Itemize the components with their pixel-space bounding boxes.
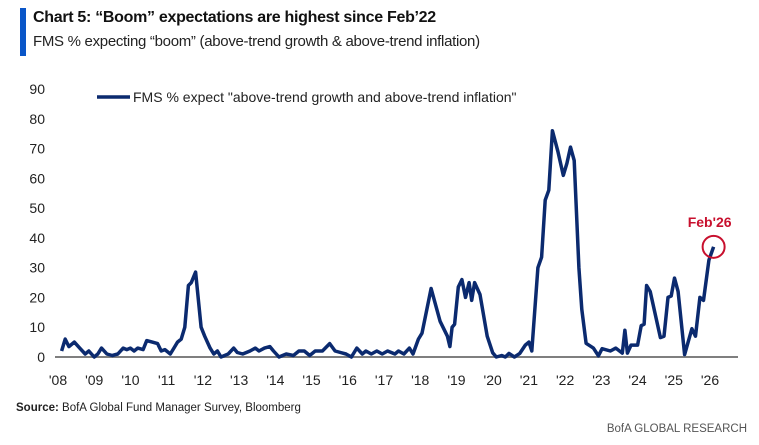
- brand-label: BofA GLOBAL RESEARCH: [606, 423, 747, 435]
- x-tick-label: '21: [520, 372, 538, 388]
- y-tick-label: 90: [29, 81, 45, 97]
- y-tick-label: 50: [29, 200, 45, 216]
- x-tick-label: '23: [592, 372, 610, 388]
- y-tick-label: 10: [29, 319, 45, 335]
- source-note: Source: BofA Global Fund Manager Survey,…: [16, 402, 301, 414]
- x-tick-label: '24: [628, 372, 646, 388]
- y-tick-label: 40: [29, 230, 45, 246]
- legend-label: FMS % expect "above-trend growth and abo…: [133, 89, 517, 105]
- x-tick-label: '17: [375, 372, 393, 388]
- x-tick-label: '11: [158, 372, 175, 388]
- chart-subtitle: FMS % expecting “boom” (above-trend grow…: [33, 33, 480, 50]
- x-tick-label: '18: [411, 372, 429, 388]
- source-text: BofA Global Fund Manager Survey, Bloombe…: [58, 402, 301, 414]
- y-tick-label: 20: [29, 289, 45, 305]
- x-tick-label: '09: [85, 372, 103, 388]
- source-label: Source:: [16, 402, 59, 414]
- x-tick-label: '16: [339, 372, 357, 388]
- y-tick-label: 70: [29, 141, 45, 157]
- y-tick-label: 80: [29, 111, 45, 127]
- annotation-label: Feb'26: [688, 214, 732, 230]
- y-tick-label: 0: [37, 349, 45, 365]
- x-tick-label: '13: [230, 372, 248, 388]
- x-tick-label: '22: [556, 372, 574, 388]
- x-tick-label: '15: [302, 372, 320, 388]
- x-tick-label: '10: [121, 372, 139, 388]
- y-tick-label: 60: [29, 170, 45, 186]
- legend: FMS % expect "above-trend growth and abo…: [97, 89, 517, 105]
- annotation-circle: [701, 234, 726, 259]
- accent-bar: [20, 8, 26, 56]
- x-tick-label: '14: [266, 372, 284, 388]
- chart-title: Chart 5: “Boom” expectations are highest…: [33, 9, 436, 26]
- series-line: [59, 128, 716, 359]
- x-tick-label: '20: [484, 372, 502, 388]
- x-tick-label: '25: [665, 372, 683, 388]
- y-tick-label: 30: [29, 260, 45, 276]
- x-tick-label: '12: [194, 372, 212, 388]
- x-tick-label: '26: [701, 372, 719, 388]
- x-tick-label: '19: [447, 372, 465, 388]
- x-tick-label: '08: [49, 372, 67, 388]
